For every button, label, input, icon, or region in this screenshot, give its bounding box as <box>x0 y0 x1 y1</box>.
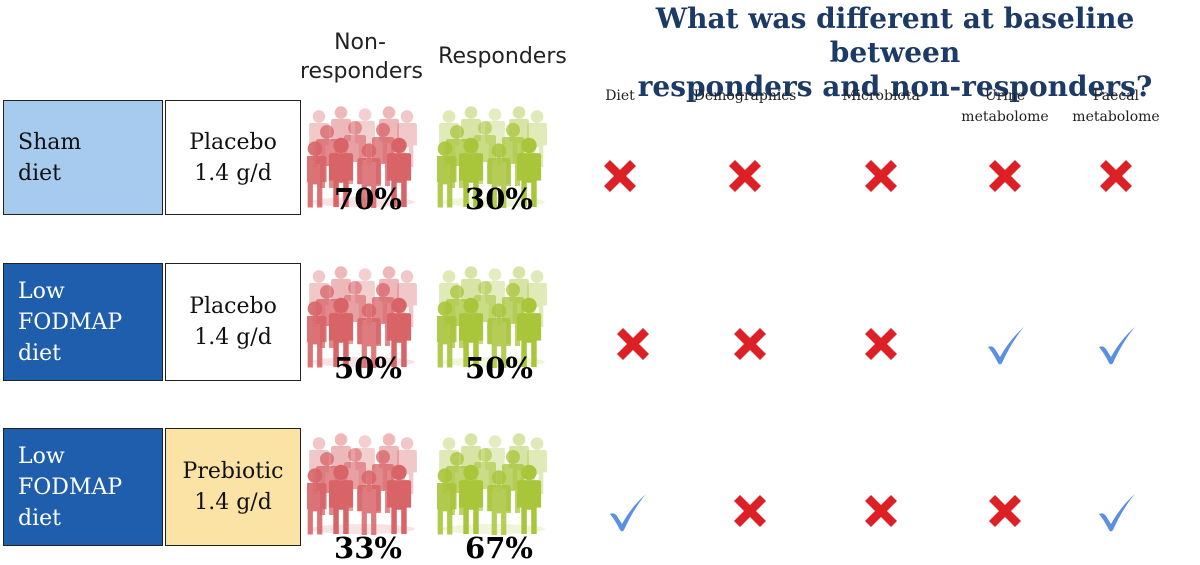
cross-icon <box>734 328 766 360</box>
row-3-microbiota-mark <box>865 495 897 527</box>
supplement-label-line: Prebiotic <box>182 459 284 484</box>
row-3-responders-crowd <box>437 433 547 535</box>
category-label-line1: Faecal <box>1092 88 1140 104</box>
row-2-urine-metabolome-mark <box>988 327 1024 365</box>
row-2-nonresponders-percent: 50% <box>334 351 402 385</box>
cross-icon <box>989 495 1021 527</box>
cross-icon <box>604 160 636 192</box>
row-1-nonresponders-percent: 70% <box>334 182 402 216</box>
row-2-faecal-metabolome-mark <box>1099 327 1135 365</box>
row-1-urine-metabolome-mark <box>989 160 1021 192</box>
row-2-demographics-mark <box>734 328 766 360</box>
diet-label-line: Low <box>18 278 65 304</box>
cross-icon <box>989 160 1021 192</box>
row-3-nonresponders-percent: 33% <box>334 531 402 565</box>
diet-label-line: Low <box>18 443 65 469</box>
category-label: Demographics <box>693 88 797 104</box>
supplement-label-line: 1.4 g/d <box>194 325 272 350</box>
row-2-responders-percent: 50% <box>465 351 533 385</box>
responders-header: Responders <box>430 42 575 71</box>
cross-icon <box>617 328 649 360</box>
row-1-supplement-box: Placebo 1.4 g/d <box>165 100 301 215</box>
category-microbiota: Microbiota <box>826 86 936 107</box>
supplement-label-line: 1.4 g/d <box>194 490 272 515</box>
category-label-line2: metabolome <box>1072 109 1160 125</box>
category-label-line1: Urine <box>984 88 1026 104</box>
check-icon <box>1099 327 1135 365</box>
diet-label-line: FODMAP <box>18 474 123 500</box>
nonresponders-header: Non- responders <box>300 28 423 86</box>
supplement-label-line: Placebo <box>189 129 277 155</box>
diet-label-line: Sham <box>18 129 82 155</box>
check-icon <box>988 327 1024 365</box>
row-2-nonresponders-crowd <box>307 266 417 368</box>
supplement-label-line: Placebo <box>189 294 277 319</box>
cross-icon <box>1100 160 1132 192</box>
category-urine-metabolome: Urine metabolome <box>950 86 1060 128</box>
row-1-demographics-mark <box>729 160 761 192</box>
row-1-microbiota-mark <box>865 160 897 192</box>
category-diet: Diet <box>565 86 675 107</box>
row-1-responders-crowd <box>437 106 547 208</box>
row-2-responders-crowd <box>437 266 547 368</box>
diet-label-line: diet <box>18 160 61 186</box>
title-line-1: What was different at baseline between <box>655 2 1135 69</box>
row-3-diet-mark <box>610 494 646 532</box>
check-icon <box>1099 494 1135 532</box>
check-icon <box>610 494 646 532</box>
row-2-microbiota-mark <box>865 328 897 360</box>
cross-icon <box>734 495 766 527</box>
category-label-line2: metabolome <box>961 109 1049 125</box>
category-demographics: Demographics <box>690 86 800 107</box>
row-3-diet-box: Low FODMAP diet <box>3 428 163 546</box>
nonresponders-header-line1: Non- <box>334 30 386 55</box>
title-line-2: responders and non-responders? <box>637 70 1153 103</box>
page-title: What was different at baseline between r… <box>590 2 1200 104</box>
cross-icon <box>865 328 897 360</box>
diet-label-line: diet <box>18 340 61 366</box>
category-label: Microbiota <box>842 88 920 104</box>
row-1-nonresponders-crowd <box>307 106 417 208</box>
diet-label-line: diet <box>18 505 61 531</box>
row-3-faecal-metabolome-mark <box>1099 494 1135 532</box>
row-2-diet-mark <box>617 328 649 360</box>
supplement-label-line: 1.4 g/d <box>194 160 272 186</box>
category-faecal-metabolome: Faecal metabolome <box>1061 86 1171 128</box>
row-2-diet-box: Low FODMAP diet <box>3 263 163 381</box>
row-3-urine-metabolome-mark <box>989 495 1021 527</box>
row-3-demographics-mark <box>734 495 766 527</box>
row-2-supplement-box: Placebo 1.4 g/d <box>165 263 301 381</box>
row-1-responders-percent: 30% <box>465 182 533 216</box>
cross-icon <box>729 160 761 192</box>
cross-icon <box>865 495 897 527</box>
row-1-diet-box: Sham diet <box>3 100 163 215</box>
row-3-responders-percent: 67% <box>465 531 533 565</box>
row-1-faecal-metabolome-mark <box>1100 160 1132 192</box>
responders-header-label: Responders <box>438 44 567 69</box>
row-1-diet-mark <box>604 160 636 192</box>
diet-label-line: FODMAP <box>18 309 123 335</box>
category-label: Diet <box>605 88 635 104</box>
row-3-supplement-box: Prebiotic 1.4 g/d <box>165 428 301 546</box>
row-3-nonresponders-crowd <box>307 433 417 535</box>
cross-icon <box>865 160 897 192</box>
nonresponders-header-line2: responders <box>300 59 423 84</box>
